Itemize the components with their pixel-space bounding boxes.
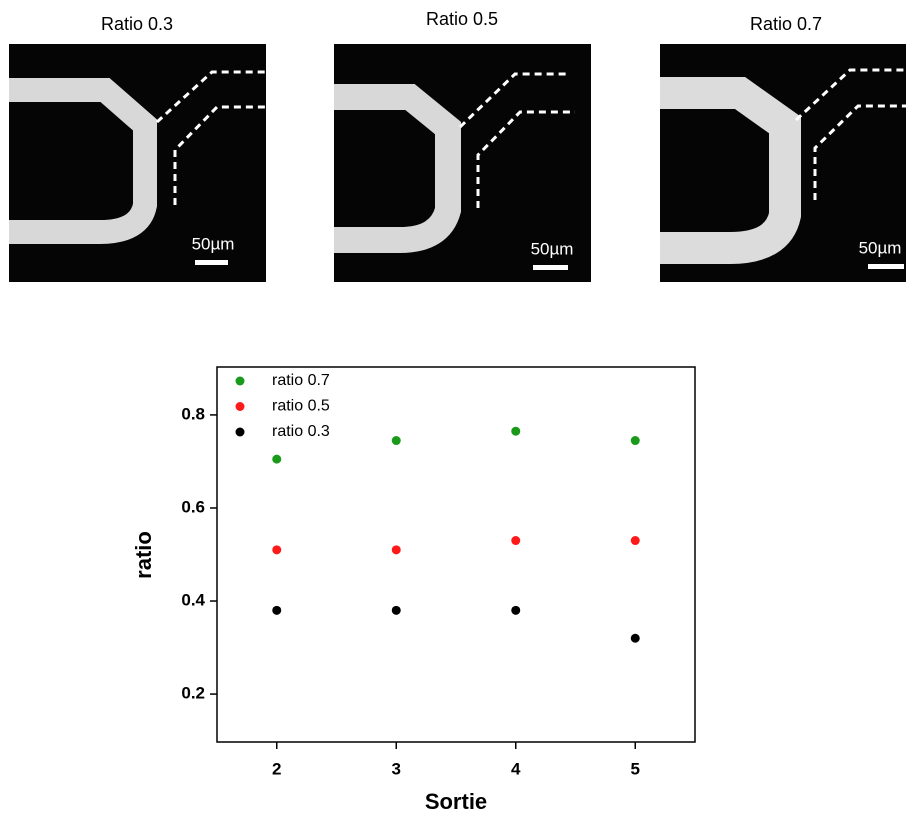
legend-label: ratio 0.5 bbox=[272, 398, 330, 415]
point bbox=[511, 426, 521, 436]
scale-label: 50µm bbox=[531, 239, 574, 258]
y-tick-label: 0.8 bbox=[181, 404, 205, 423]
point bbox=[511, 605, 521, 615]
legend-marker bbox=[235, 402, 245, 411]
x-tick-label: 4 bbox=[511, 759, 521, 778]
point bbox=[511, 536, 521, 546]
micrograph: 50µm bbox=[9, 44, 266, 282]
point bbox=[630, 436, 640, 446]
micrograph: 50µm bbox=[660, 44, 906, 282]
point bbox=[391, 605, 401, 615]
scale-label: 50µm bbox=[859, 238, 902, 257]
legend-label: ratio 0.3 bbox=[272, 423, 330, 440]
micrograph: 50µm bbox=[334, 44, 591, 282]
plot-frame bbox=[216, 366, 696, 743]
point bbox=[630, 536, 640, 546]
point bbox=[272, 605, 282, 615]
point bbox=[272, 545, 282, 555]
x-tick-label: 2 bbox=[272, 759, 281, 778]
x-tick-label: 3 bbox=[392, 759, 401, 778]
y-axis-label: ratio bbox=[131, 531, 156, 579]
point bbox=[391, 436, 401, 446]
legend-label: ratio 0.7 bbox=[272, 372, 330, 389]
panel-title: Ratio 0.7 bbox=[750, 14, 822, 34]
panel-title: Ratio 0.5 bbox=[426, 9, 498, 29]
x-axis-label: Sortie bbox=[425, 789, 487, 814]
x-tick-label: 5 bbox=[631, 759, 640, 778]
legend-marker bbox=[235, 376, 245, 386]
point bbox=[391, 545, 401, 555]
point bbox=[630, 633, 640, 643]
y-tick-label: 0.6 bbox=[181, 497, 205, 516]
panel-title: Ratio 0.3 bbox=[101, 14, 173, 34]
point bbox=[272, 454, 282, 464]
scale-label: 50µm bbox=[192, 234, 235, 253]
legend-marker bbox=[235, 427, 245, 437]
y-tick-label: 0.2 bbox=[181, 684, 205, 703]
y-tick-label: 0.4 bbox=[181, 591, 205, 610]
